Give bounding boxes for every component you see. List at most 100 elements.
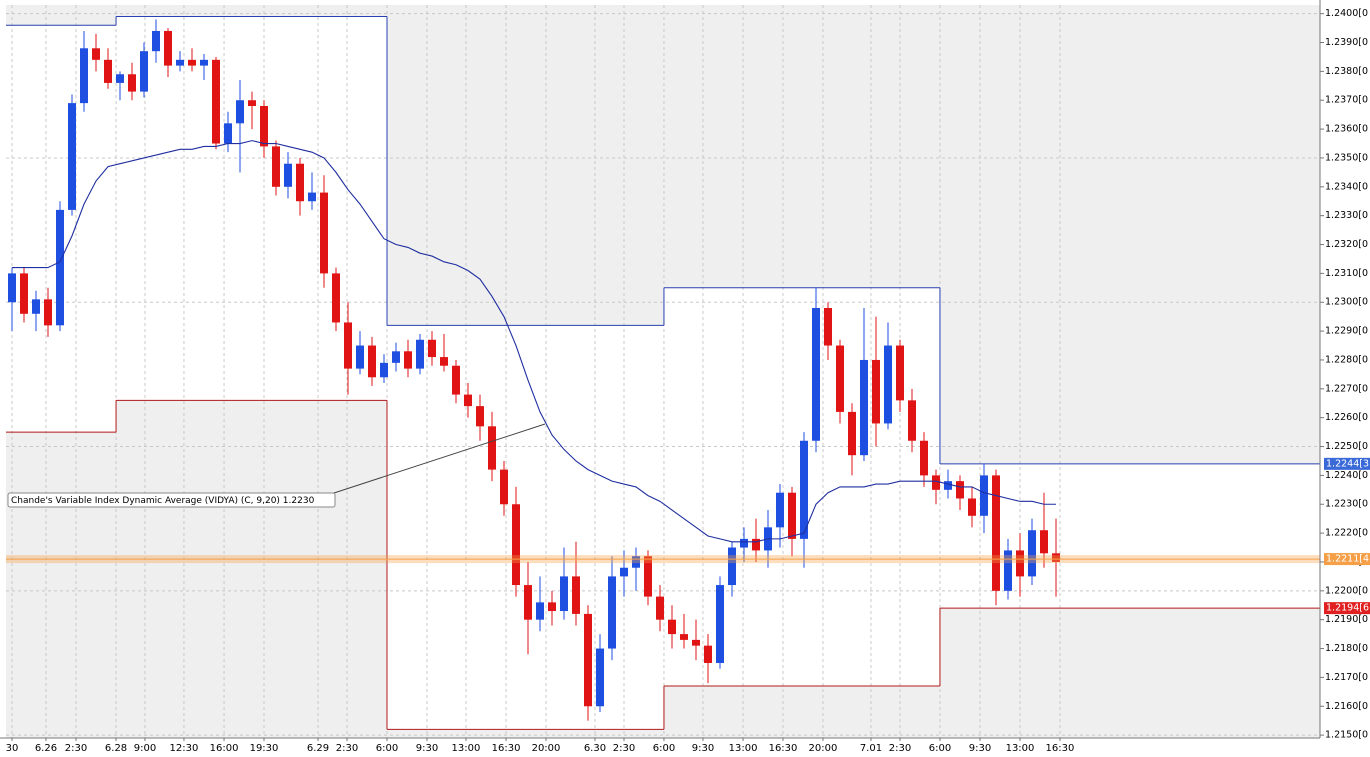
grid [6, 5, 1320, 738]
out-of-range-below [387, 729, 664, 738]
candle-body [200, 59, 208, 66]
candle-body [524, 585, 532, 620]
x-tick-label: 9:30 [692, 743, 714, 754]
candle-body [296, 163, 304, 202]
out-of-range-above [116, 5, 387, 17]
candle-body [1028, 530, 1036, 577]
y-tick-label: 1.2330[0 [1325, 210, 1368, 221]
candle-body [716, 585, 724, 663]
candle-body [884, 345, 892, 424]
candle-body [464, 394, 472, 407]
y-axis-panel [1320, 0, 1370, 757]
candle-body [1052, 553, 1060, 562]
candle-body [932, 475, 940, 490]
candle-body [392, 351, 400, 363]
y-tick-label: 1.2230[0 [1325, 499, 1368, 510]
x-tick-label: 13:00 [452, 743, 481, 754]
candle-body [908, 400, 916, 441]
candle-body [440, 357, 448, 366]
y-tick-label: 1.2390[0 [1325, 37, 1368, 48]
candle-body [104, 59, 112, 83]
x-tick-label: 6.30 [584, 743, 606, 754]
x-tick-label: 6:00 [929, 743, 951, 754]
x-tick-label: 2:30 [65, 743, 87, 754]
out-of-range-above [939, 5, 1320, 464]
y-tick-label: 1.2160[0 [1325, 701, 1368, 712]
candle-body [332, 273, 340, 323]
candle-body [128, 74, 136, 92]
candle-body [752, 538, 760, 551]
candle-body [224, 123, 232, 144]
out-of-range-below [939, 608, 1320, 738]
candle-body [980, 475, 988, 516]
x-tick-label: 6:00 [376, 743, 398, 754]
candle-body [236, 100, 244, 124]
out-of-range-above [387, 5, 664, 326]
y-tick-label: 1.2180[0 [1325, 643, 1368, 654]
candle-body [824, 308, 832, 346]
candle-body [68, 103, 76, 210]
y-tick-label: 1.2300[0 [1325, 297, 1368, 308]
y-tick-label: 1.2260[0 [1325, 412, 1368, 423]
x-tick-label: 16:30 [769, 743, 798, 754]
y-tick-label: 1.2370[0 [1325, 95, 1368, 106]
y-tick-label: 1.2310[0 [1325, 268, 1368, 279]
x-tick-label: 2:30 [889, 743, 911, 754]
y-tick-label: 1.2290[0 [1325, 326, 1368, 337]
candle-body [416, 339, 424, 369]
vidya-line [12, 140, 1056, 543]
candle-body [452, 365, 460, 395]
candle-body [212, 59, 220, 144]
y-tick-label: 1.2250[0 [1325, 441, 1368, 452]
candle-body [176, 59, 184, 66]
candle-body [56, 209, 64, 326]
price-tag-label: 1.2244[3 [1326, 458, 1369, 469]
day-levels [6, 16, 1320, 730]
candle-body [404, 351, 412, 369]
x-tick-label: 6:00 [653, 743, 675, 754]
candle-body [548, 602, 556, 612]
candle-body [632, 556, 640, 568]
out-of-range-above [663, 5, 940, 288]
y-tick-label: 1.2200[0 [1325, 585, 1368, 596]
tooltip-box [7, 492, 336, 508]
candle-body [488, 426, 496, 470]
candle-body [572, 576, 580, 614]
candle-body [848, 411, 856, 456]
out-of-range-below [663, 686, 940, 738]
y-tick-label: 1.2400[0 [1325, 8, 1368, 19]
x-tick-label: 9:00 [134, 743, 156, 754]
x-tick-label: 7.01 [860, 743, 882, 754]
candle-body [956, 481, 964, 499]
candle-body [680, 634, 688, 640]
candle-body [320, 192, 328, 274]
y-tick-label: 1.2220[0 [1325, 528, 1368, 539]
y-tick-label: 1.2280[0 [1325, 354, 1368, 365]
x-axis-panel [0, 738, 1370, 757]
x-tick-label: 20:00 [532, 743, 561, 754]
candle-body [188, 59, 196, 66]
x-tick-label: 6.28 [105, 743, 127, 754]
candle-body [44, 299, 52, 326]
candle-body [308, 192, 316, 202]
candle-body [992, 475, 1000, 591]
tooltip-text: Chande's Variable Index Dynamic Average … [11, 496, 315, 506]
day-shading [6, 5, 1320, 738]
candle-body [812, 308, 820, 441]
candle-body [728, 547, 736, 586]
candle-body [344, 322, 352, 369]
x-tick-label: 6.26 [35, 743, 57, 754]
candle-body [656, 596, 664, 620]
tooltip: Chande's Variable Index Dynamic Average … [7, 423, 546, 508]
out-of-range-below [6, 432, 117, 738]
candle-body [860, 359, 868, 456]
x-tick-label: 9:30 [969, 743, 991, 754]
candle-body [428, 339, 436, 358]
candle-body [776, 492, 784, 528]
candle-body [512, 504, 520, 586]
candle-body [380, 362, 388, 378]
price-tag-label: 1.2211[4 [1326, 554, 1369, 565]
x-tick-label: 16:30 [492, 743, 521, 754]
y-tick-label: 1.2190[0 [1325, 614, 1368, 625]
